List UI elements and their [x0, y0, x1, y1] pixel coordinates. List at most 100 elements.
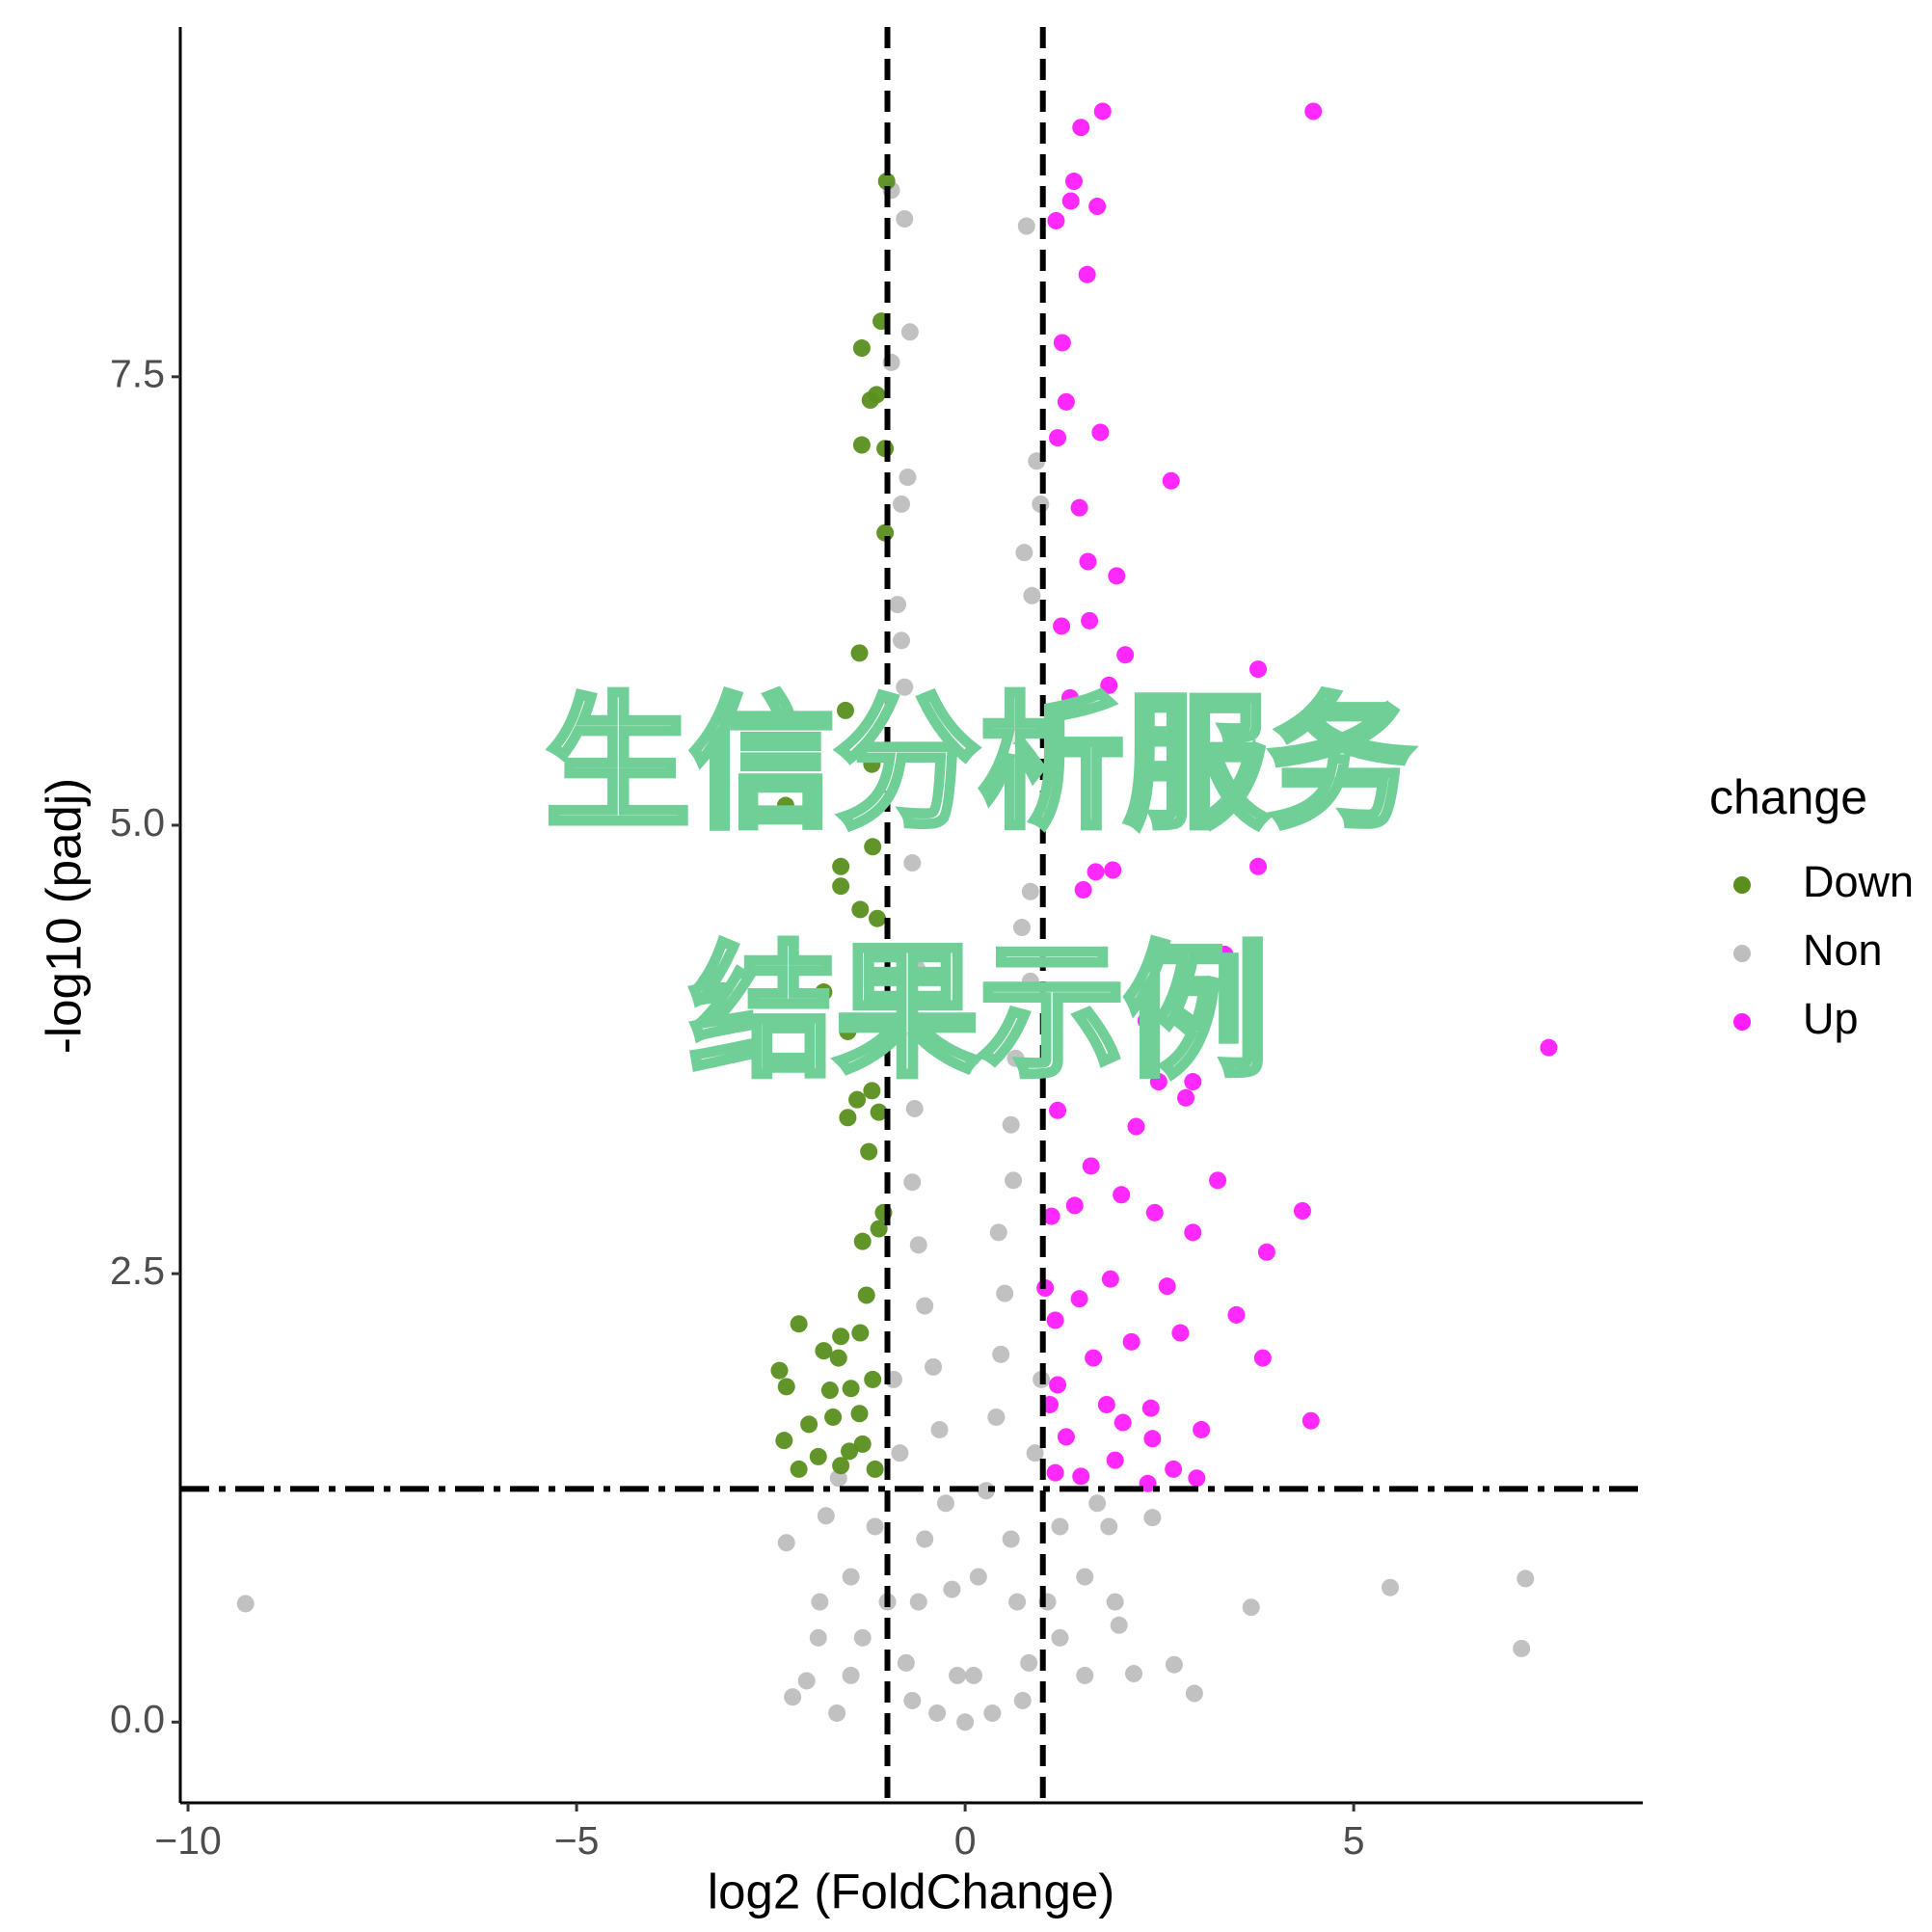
- data-point: [1145, 1203, 1164, 1221]
- data-point: [1021, 972, 1039, 990]
- data-point: [770, 1361, 789, 1380]
- data-point: [1122, 1332, 1140, 1351]
- data-point: [1070, 498, 1088, 517]
- data-point: [1017, 217, 1035, 235]
- data-point: [815, 1342, 833, 1360]
- data-point: [1079, 552, 1097, 571]
- y-axis-title: -log10 (padj): [36, 778, 91, 1054]
- data-point: [1087, 863, 1105, 881]
- data-point: [775, 1432, 793, 1450]
- data-point: [969, 1568, 987, 1586]
- data-point: [903, 1173, 922, 1192]
- y-tick-label: 0.0: [110, 1697, 165, 1741]
- data-point: [1209, 1171, 1227, 1190]
- data-point: [1082, 1157, 1100, 1175]
- data-point: [1188, 1469, 1206, 1488]
- data-point: [1051, 1517, 1069, 1536]
- data-point: [996, 1284, 1014, 1302]
- data-point: [832, 877, 850, 896]
- data-point: [1023, 586, 1041, 604]
- data-point: [1076, 1666, 1094, 1684]
- data-point: [1513, 1639, 1531, 1657]
- data-point: [1049, 1101, 1067, 1119]
- y-tick-label: 7.5: [110, 352, 165, 396]
- data-point: [1184, 1223, 1202, 1242]
- data-point: [1100, 676, 1118, 694]
- data-point: [1051, 1628, 1069, 1647]
- data-point: [964, 1666, 982, 1684]
- data-point: [1116, 646, 1135, 664]
- data-point: [851, 900, 870, 919]
- data-point: [1165, 1460, 1183, 1478]
- data-point: [828, 1704, 846, 1722]
- data-point: [1074, 880, 1092, 899]
- data-point: [861, 391, 879, 410]
- data-point: [1060, 688, 1079, 707]
- y-tick-label: 5.0: [110, 800, 165, 845]
- data-point: [1006, 1049, 1025, 1067]
- data-point: [1078, 265, 1096, 283]
- data-point: [1081, 611, 1099, 630]
- data-point: [1149, 1073, 1167, 1091]
- data-point: [891, 1444, 909, 1462]
- data-point: [1070, 1290, 1088, 1308]
- data-point: [903, 1691, 922, 1709]
- data-point: [866, 1460, 884, 1478]
- x-tick-label: 5: [1343, 1818, 1365, 1863]
- data-point: [809, 1628, 827, 1647]
- data-point: [776, 796, 794, 815]
- data-point: [1185, 1684, 1203, 1703]
- data-point: [907, 1026, 926, 1044]
- data-point: [1061, 192, 1080, 210]
- data-point: [784, 1688, 802, 1706]
- data-point: [790, 1460, 808, 1478]
- data-point: [1216, 945, 1234, 963]
- data-point: [800, 1415, 818, 1434]
- data-point: [832, 1328, 850, 1346]
- data-point: [1012, 919, 1031, 937]
- data-point: [905, 1099, 924, 1117]
- data-point: [1026, 1444, 1044, 1462]
- watermark: 生信分析服务: [546, 681, 1413, 848]
- legend-marker: [1733, 1013, 1751, 1031]
- data-point: [899, 469, 917, 487]
- data-point: [916, 1530, 934, 1548]
- data-point: [930, 1420, 949, 1438]
- data-point: [1065, 1196, 1084, 1215]
- data-point: [864, 1370, 882, 1388]
- data-point: [1002, 1530, 1020, 1548]
- data-point: [850, 644, 869, 662]
- data-point: [1113, 1186, 1131, 1204]
- data-point: [1053, 617, 1071, 635]
- legend-label: Non: [1803, 926, 1883, 975]
- data-point: [1141, 1399, 1160, 1417]
- data-point: [832, 857, 850, 875]
- data-point: [1020, 1653, 1038, 1672]
- data-point: [829, 1349, 847, 1367]
- data-point: [1143, 1430, 1162, 1448]
- x-tick-label: 0: [954, 1818, 977, 1863]
- data-point: [1100, 1517, 1118, 1536]
- data-point: [983, 1704, 1002, 1722]
- x-axis-title: log2 (FoldChange): [708, 1864, 1114, 1919]
- data-point: [1015, 544, 1033, 562]
- data-point: [1076, 1568, 1094, 1586]
- data-point: [1106, 1593, 1124, 1611]
- data-point: [1008, 1593, 1027, 1611]
- data-point: [1158, 1277, 1176, 1296]
- data-point: [1053, 334, 1071, 352]
- data-point: [1125, 1665, 1143, 1683]
- data-point: [1143, 1509, 1162, 1527]
- data-point: [869, 909, 887, 927]
- data-point: [1049, 429, 1067, 447]
- data-point: [809, 1447, 827, 1465]
- data-point: [1304, 102, 1323, 121]
- data-point: [897, 1653, 915, 1672]
- data-point: [832, 1457, 850, 1475]
- data-point: [1257, 1243, 1275, 1261]
- data-point: [1042, 1207, 1060, 1225]
- data-point: [896, 678, 914, 696]
- data-point: [1057, 392, 1075, 411]
- data-point: [853, 1435, 872, 1453]
- legend-marker: [1733, 945, 1751, 962]
